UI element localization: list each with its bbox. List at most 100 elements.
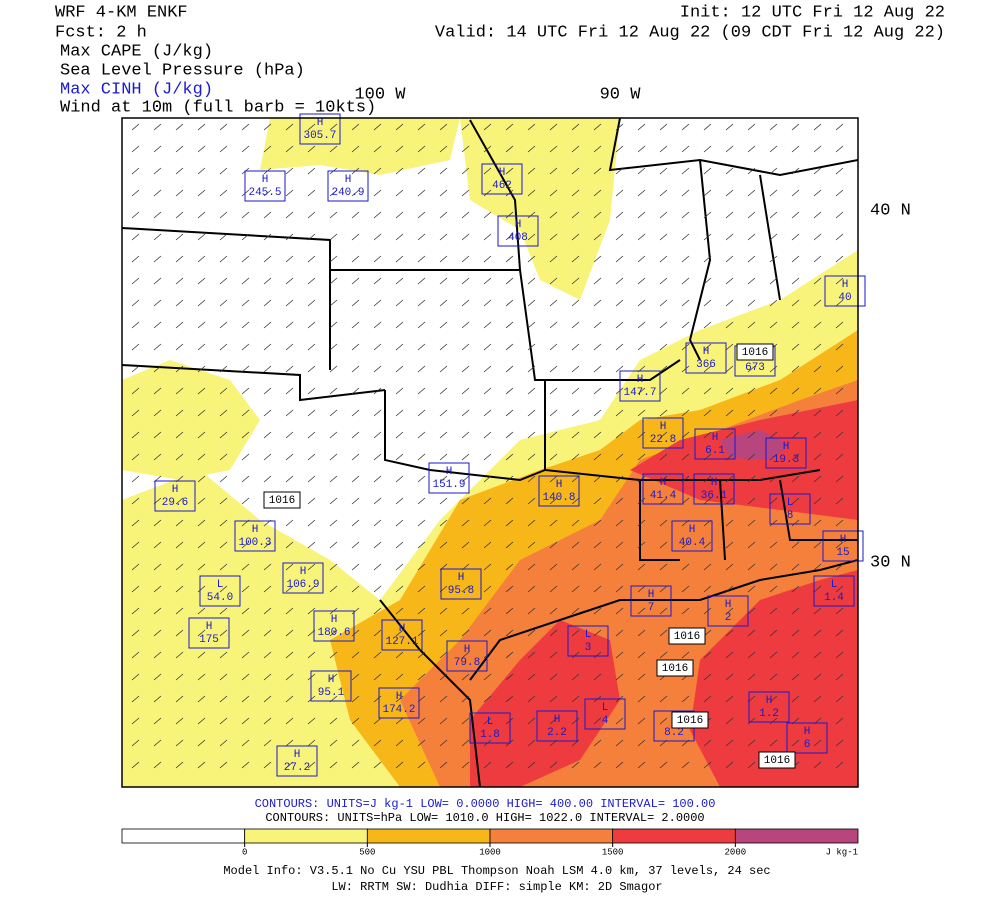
wind-barb bbox=[153, 387, 162, 395]
wind-barb bbox=[373, 651, 382, 659]
wind-barb bbox=[351, 299, 360, 307]
wind-barb bbox=[373, 167, 382, 175]
wind-barb bbox=[659, 299, 668, 307]
wind-barb bbox=[351, 695, 360, 703]
colorbar-tick-label: 2000 bbox=[725, 847, 747, 857]
wind-barb bbox=[835, 167, 844, 175]
wind-barb bbox=[527, 277, 536, 285]
wind-barb bbox=[505, 541, 514, 549]
wind-barb bbox=[769, 321, 778, 329]
wind-barb bbox=[791, 321, 800, 329]
wind-barb bbox=[637, 519, 646, 527]
wind-barb bbox=[373, 607, 382, 615]
wind-barb bbox=[175, 123, 184, 131]
label-kind: H bbox=[515, 219, 522, 231]
wind-barb bbox=[571, 761, 580, 769]
wind-barb bbox=[835, 189, 844, 197]
wind-barb bbox=[527, 761, 536, 769]
wind-barb bbox=[131, 431, 140, 439]
wind-barb bbox=[747, 189, 756, 197]
wind-barb bbox=[285, 233, 294, 241]
wind-barb bbox=[175, 651, 184, 659]
wind-barb bbox=[747, 629, 756, 637]
wind-barb bbox=[263, 673, 272, 681]
wind-barb bbox=[417, 673, 426, 681]
wind-barb bbox=[241, 585, 250, 593]
wind-barb bbox=[175, 541, 184, 549]
label-kind: H bbox=[689, 524, 696, 536]
wind-barb bbox=[219, 189, 228, 197]
wind-barb bbox=[483, 519, 492, 527]
wind-barb bbox=[791, 233, 800, 241]
wind-barb bbox=[637, 761, 646, 769]
wind-barb bbox=[395, 651, 404, 659]
wind-barb bbox=[329, 409, 338, 417]
label-value: 79.8 bbox=[454, 657, 480, 669]
wind-barb bbox=[571, 717, 580, 725]
wind-barb bbox=[131, 299, 140, 307]
wind-barb bbox=[549, 211, 558, 219]
wind-barb bbox=[461, 431, 470, 439]
isobar-label: 1016 bbox=[269, 495, 295, 507]
label-box bbox=[813, 575, 855, 607]
wind-barb bbox=[197, 695, 206, 703]
wind-barb bbox=[637, 673, 646, 681]
label-box bbox=[707, 595, 749, 627]
wind-barb bbox=[439, 695, 448, 703]
wind-barb bbox=[417, 145, 426, 153]
wind-barb bbox=[769, 145, 778, 153]
wind-barb bbox=[835, 343, 844, 351]
wind-barb bbox=[417, 299, 426, 307]
wind-barb bbox=[527, 453, 536, 461]
wind-barb bbox=[637, 321, 646, 329]
wind-barb bbox=[175, 211, 184, 219]
wind-barb bbox=[527, 299, 536, 307]
wind-barb bbox=[197, 761, 206, 769]
wind-barb bbox=[593, 145, 602, 153]
wind-barb bbox=[351, 761, 360, 769]
wind-barb bbox=[373, 277, 382, 285]
wind-barb bbox=[725, 211, 734, 219]
wind-barb bbox=[197, 387, 206, 395]
wind-barb bbox=[747, 145, 756, 153]
wind-barb bbox=[153, 739, 162, 747]
wind-barb bbox=[307, 277, 316, 285]
wind-barb bbox=[681, 233, 690, 241]
wind-barb bbox=[747, 409, 756, 417]
wind-barb bbox=[395, 299, 404, 307]
wind-barb bbox=[549, 453, 558, 461]
wind-barb bbox=[241, 651, 250, 659]
wind-barb bbox=[461, 211, 470, 219]
label-value: 19.3 bbox=[773, 454, 799, 466]
contour-info: CONTOURS: UNITS=J kg-1 LOW= 0.0000 HIGH=… bbox=[255, 797, 716, 811]
wind-barb bbox=[351, 343, 360, 351]
wind-barb bbox=[307, 123, 316, 131]
wind-barb bbox=[219, 233, 228, 241]
wind-barb bbox=[505, 607, 514, 615]
label-value: 366 bbox=[696, 359, 716, 371]
label-kind: H bbox=[172, 484, 179, 496]
wind-barb bbox=[835, 695, 844, 703]
wind-barb bbox=[153, 299, 162, 307]
wind-barb bbox=[549, 651, 558, 659]
wind-barb bbox=[197, 211, 206, 219]
wind-barb bbox=[637, 409, 646, 417]
isobar-label: 1016 bbox=[674, 631, 700, 643]
wind-barb bbox=[527, 629, 536, 637]
wind-barb bbox=[395, 167, 404, 175]
longitude-label: 100 W bbox=[354, 85, 406, 104]
wind-barb bbox=[703, 233, 712, 241]
wind-barb bbox=[791, 739, 800, 747]
wind-barb bbox=[549, 541, 558, 549]
wind-barb bbox=[197, 123, 206, 131]
wind-barb bbox=[505, 563, 514, 571]
wind-barb bbox=[263, 475, 272, 483]
wind-barb bbox=[549, 321, 558, 329]
wind-barb bbox=[307, 475, 316, 483]
wind-barb bbox=[505, 497, 514, 505]
wind-barb bbox=[659, 167, 668, 175]
wind-barb bbox=[439, 453, 448, 461]
wind-barb bbox=[461, 123, 470, 131]
wind-barb bbox=[527, 189, 536, 197]
wind-barb bbox=[175, 343, 184, 351]
